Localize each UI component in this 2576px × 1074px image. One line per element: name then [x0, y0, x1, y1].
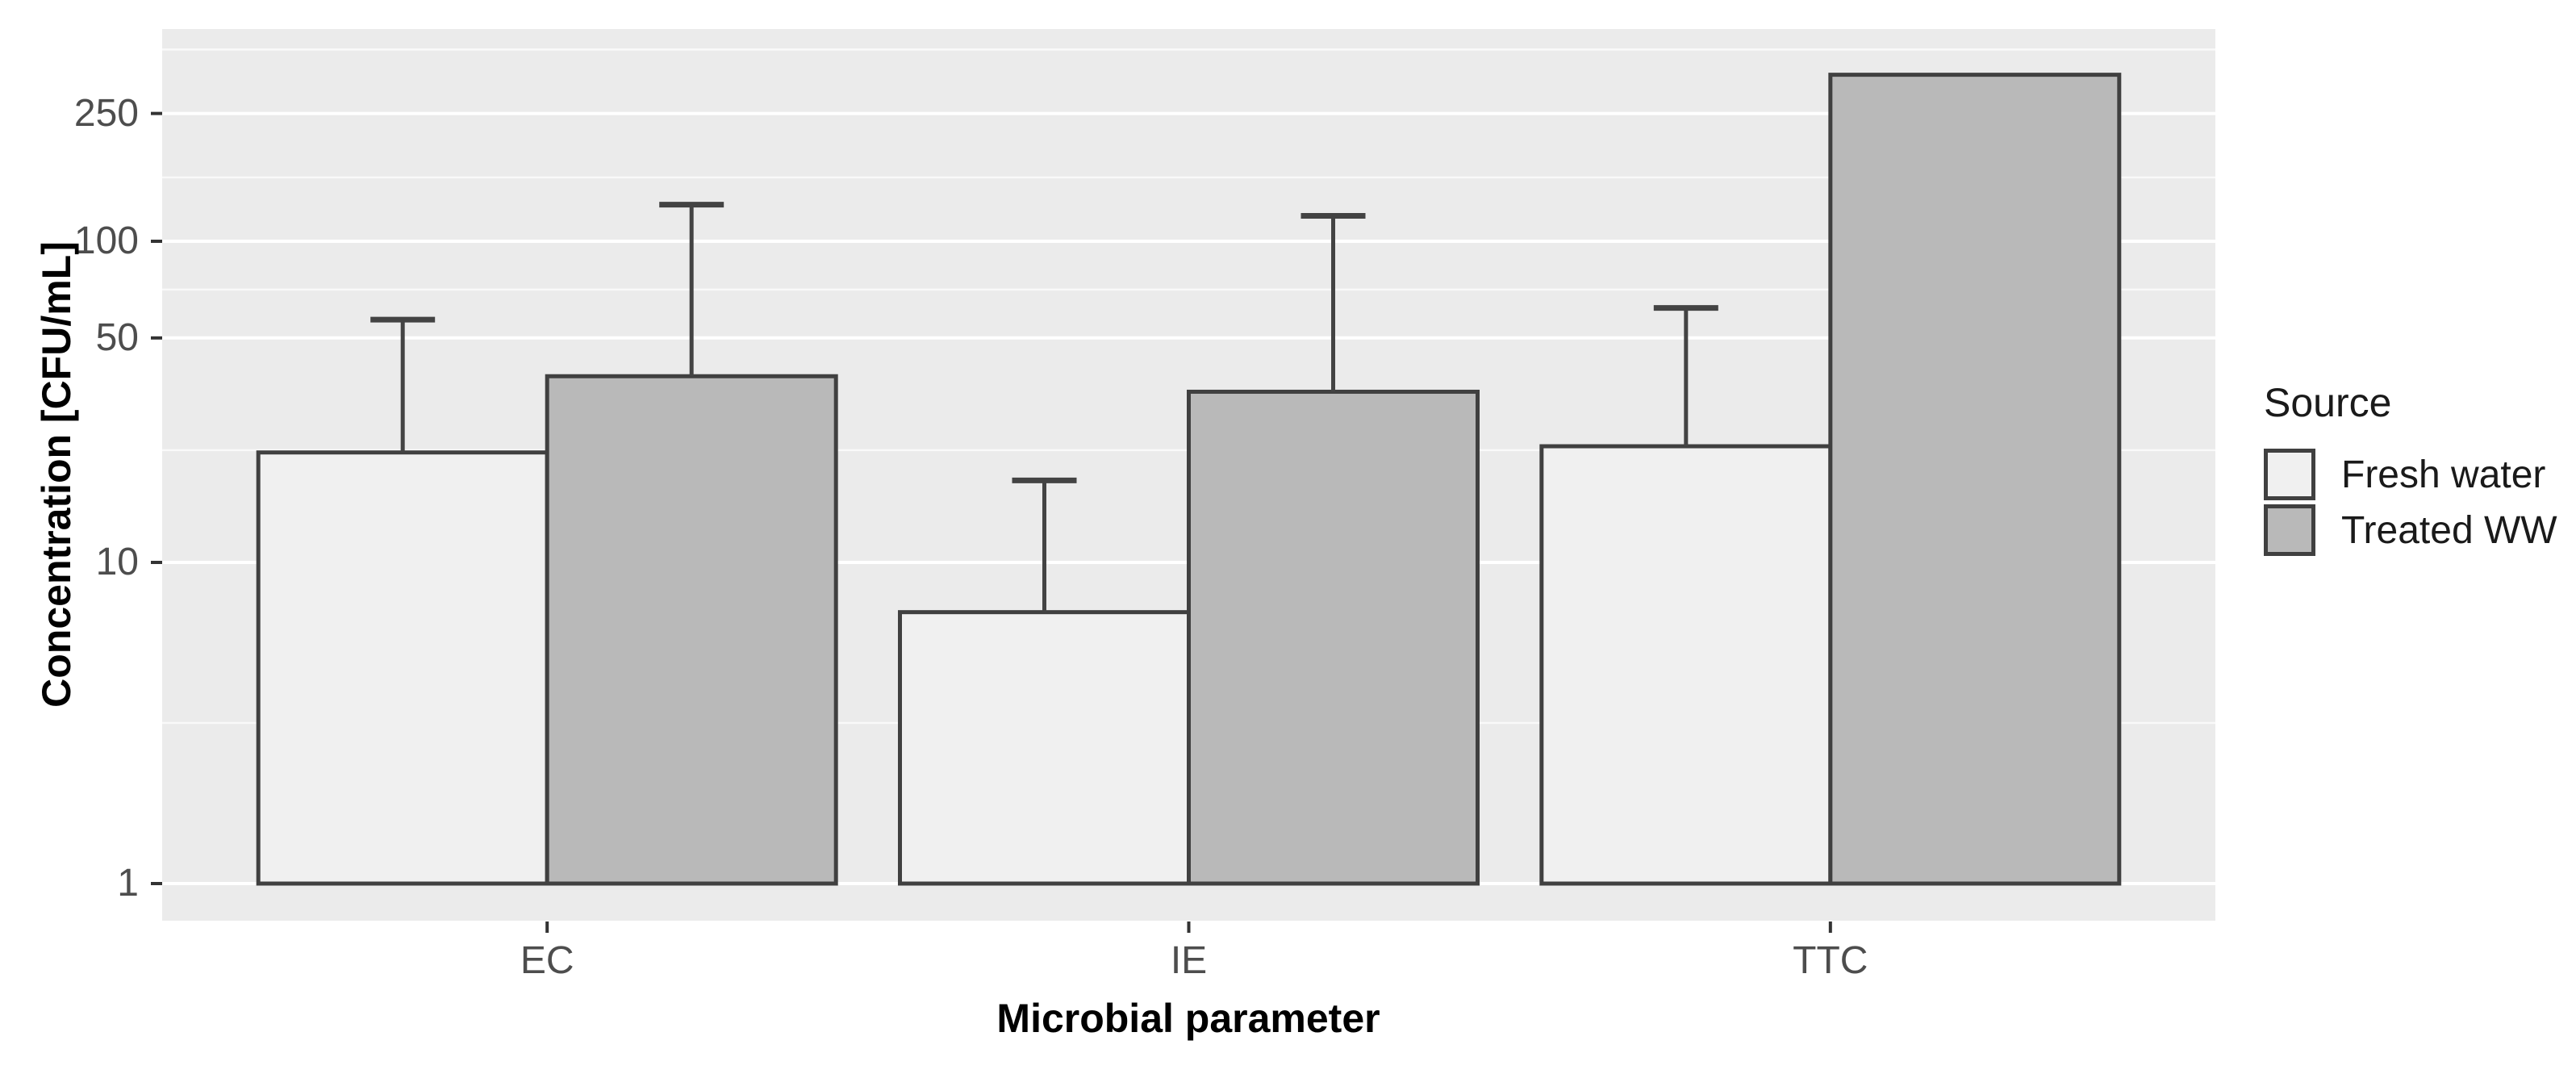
bar-ec-treated-ww [545, 374, 838, 886]
x-axis-title: Microbial parameter [996, 996, 1380, 1041]
x-tick-label-ttc: TTC [1793, 939, 1868, 982]
x-tick-label-ie: IE [1170, 939, 1208, 982]
legend-item-treated-ww: Treated WW [2264, 504, 2557, 556]
bar-ttc-fresh-water [1539, 444, 1833, 886]
y-tick-label-50: 50 [95, 316, 139, 359]
bar-ie-fresh-water [898, 610, 1191, 886]
legend: Source Fresh water Treated WW [2264, 379, 2557, 560]
legend-label-fresh-water: Fresh water [2341, 453, 2546, 496]
bar-ttc-treated-ww [1828, 73, 2122, 886]
bar-ec-fresh-water [256, 450, 549, 886]
y-tick-label-10: 10 [95, 541, 139, 583]
y-tick-label-1: 1 [117, 862, 139, 905]
y-axis-title: Concentration [CFU/mL] [34, 241, 79, 708]
legend-key-fresh-water [2264, 449, 2315, 500]
y-tick-label-250: 250 [73, 91, 139, 135]
legend-title: Source [2264, 380, 2392, 425]
y-tick-label-100: 100 [73, 219, 139, 262]
x-tick-label-ec: EC [520, 939, 574, 982]
legend-key-treated-ww [2264, 504, 2315, 556]
bar-ie-treated-ww [1187, 389, 1480, 886]
legend-item-fresh-water: Fresh water [2264, 449, 2557, 500]
legend-label-treated-ww: Treated WW [2341, 508, 2557, 552]
